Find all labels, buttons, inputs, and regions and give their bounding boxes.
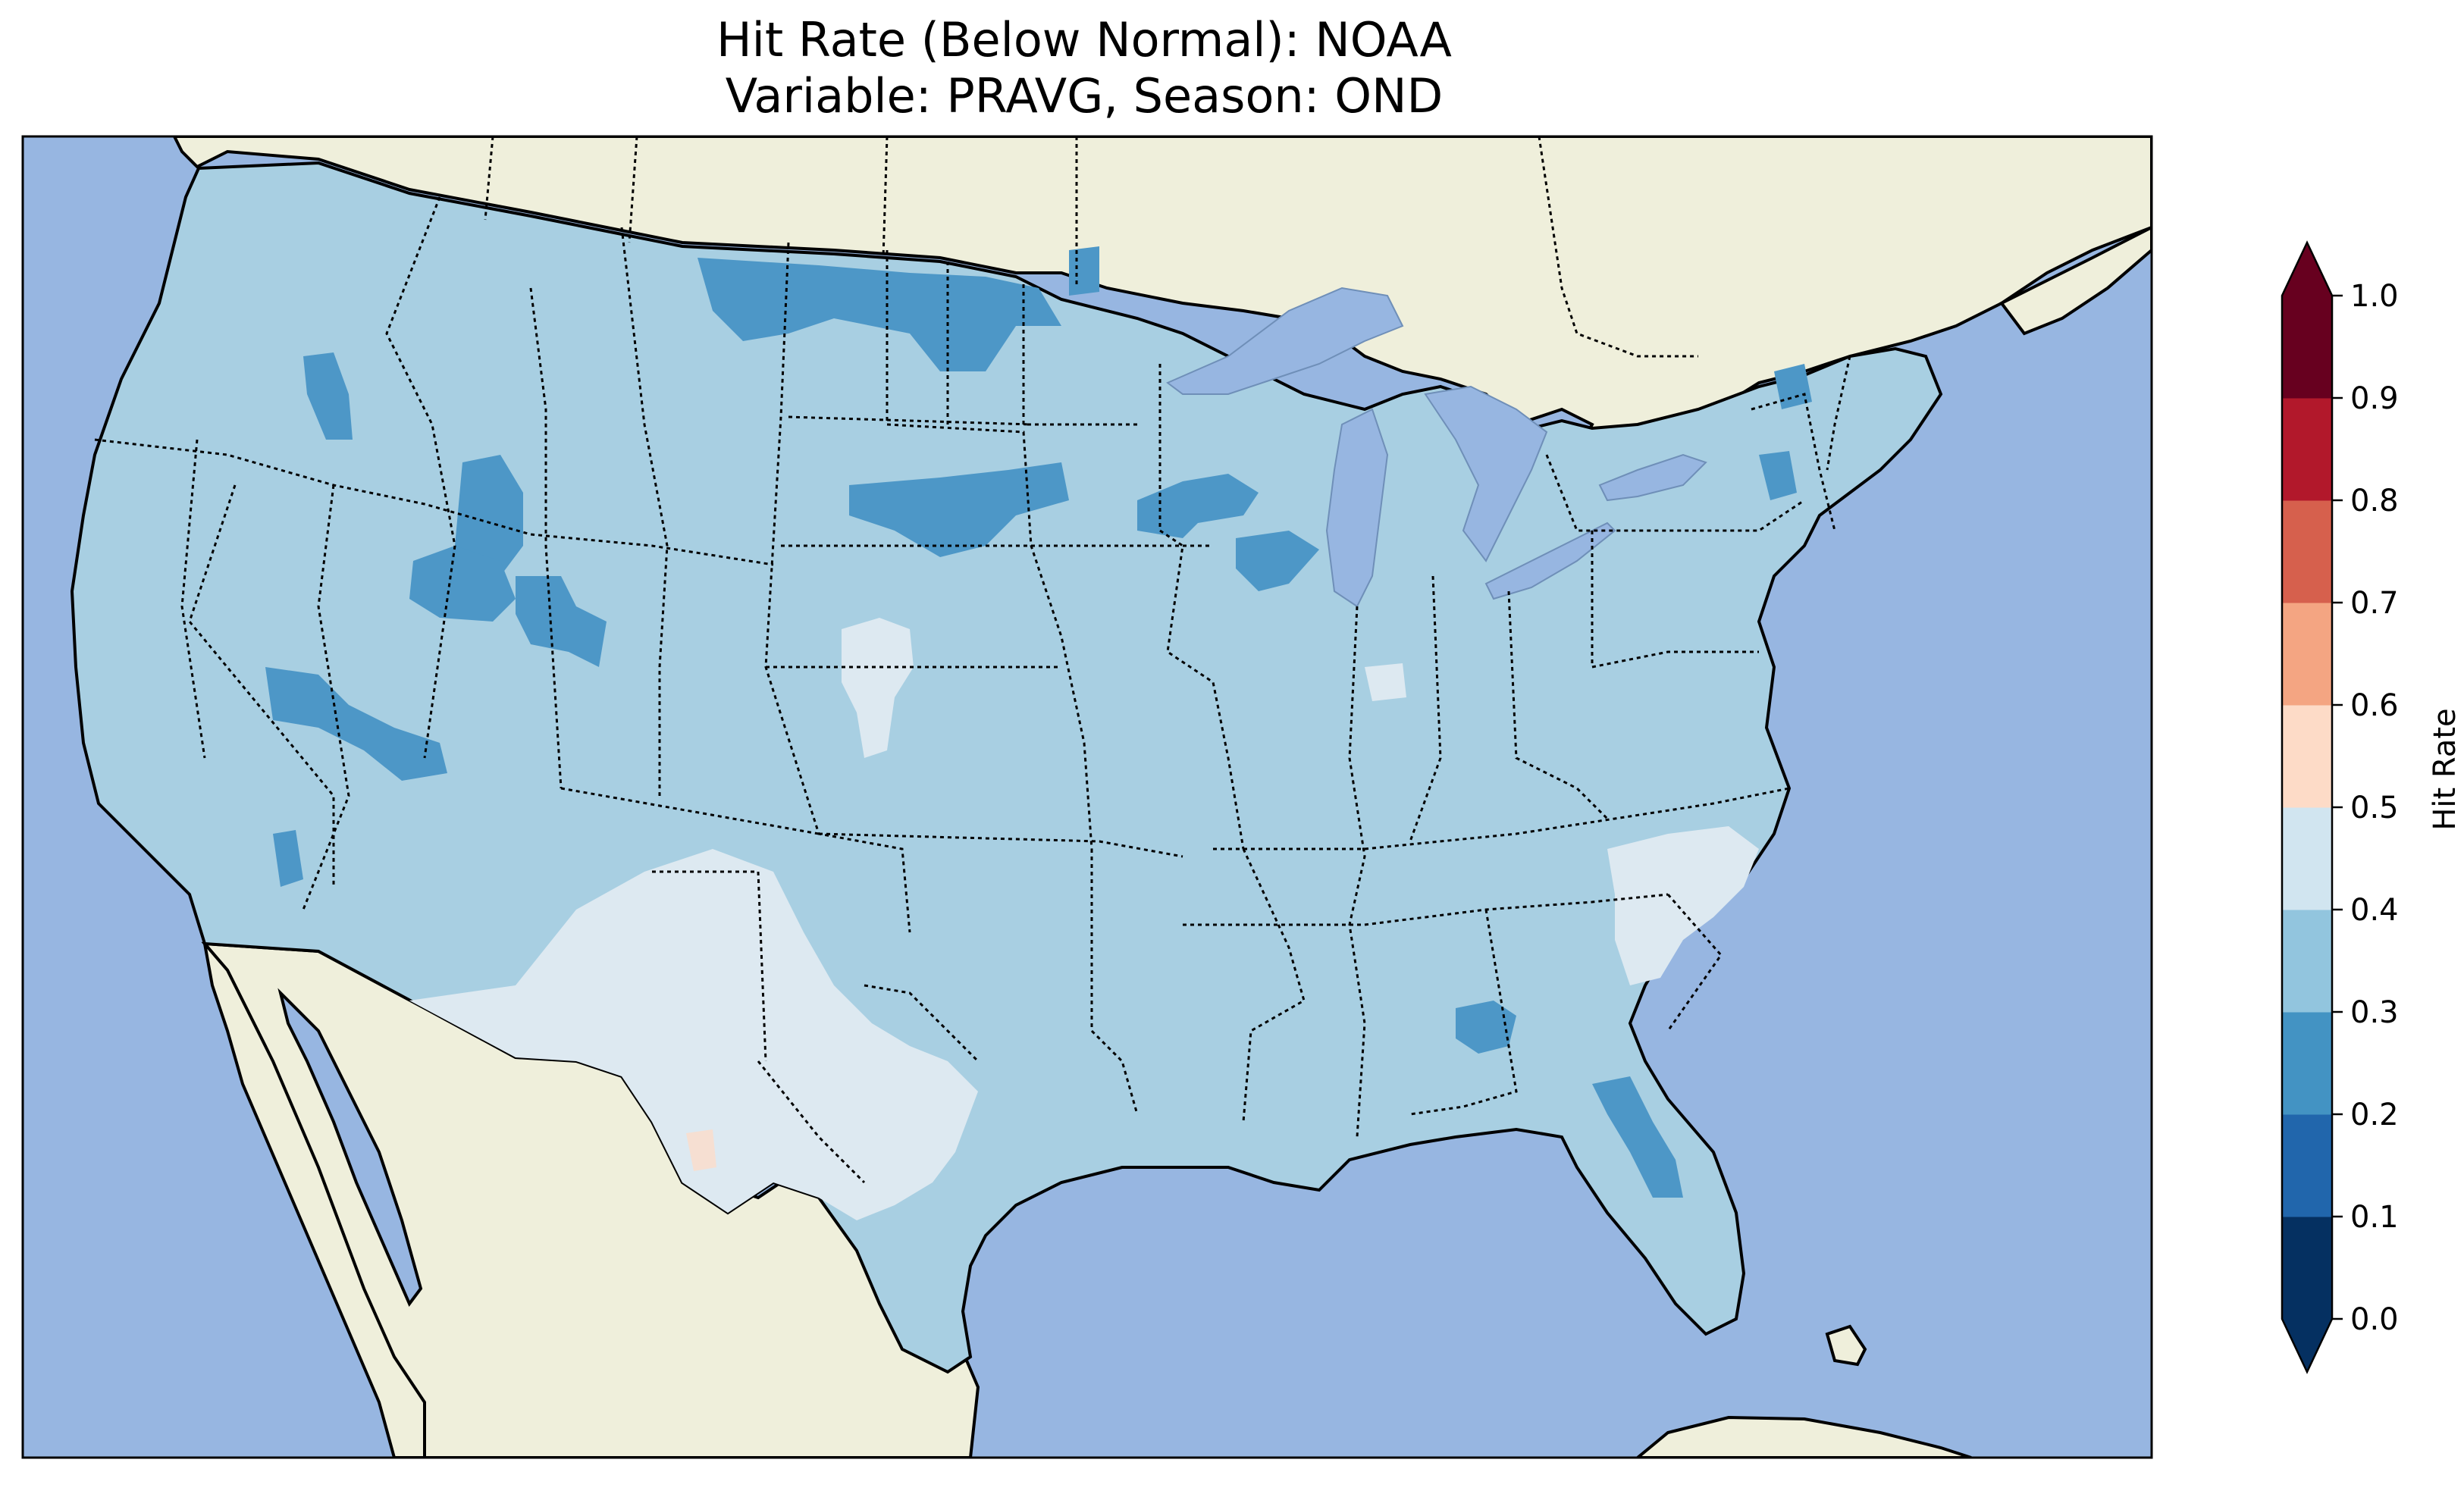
colorbar-bin [2282,398,2332,501]
colorbar-tick-label: 0.1 [2350,1200,2399,1235]
colorbar-tick-label: 1.0 [2350,279,2399,314]
colorbar-bin [2282,603,2332,706]
patch-vermont-dark [1774,364,1812,409]
patch-westtexas-peach [686,1129,716,1171]
colorbar-tick-label: 0.2 [2350,1098,2399,1132]
patch-florida-dark [1592,1076,1683,1198]
province-borders [484,136,1698,358]
patch-oregon-dark [303,352,353,440]
bahamas-island [1825,1324,1867,1367]
colorbar-bin [2282,1217,2332,1320]
chart-title-line-2: Variable: PRAVG, Season: OND [725,68,1444,124]
maritimes-land [1998,225,2152,336]
colorbar-tick-label: 0.0 [2350,1302,2399,1337]
patch-northnevada-dark [265,667,447,781]
patch-utah-dark [516,576,607,667]
patch-colorado-light [842,618,914,758]
patch-newyork-dark [1759,451,1797,500]
patch-minnesota-dark [1137,474,1259,538]
colorbar-tick-label: 0.7 [2350,586,2399,621]
colorbar-tick-label: 0.8 [2350,484,2399,518]
lake-huron [1424,385,1548,562]
lake-michigan [1325,408,1389,608]
colorbar-extend-max [2282,243,2332,296]
colorbar-tick-label: 0.9 [2350,381,2399,416]
patch-indiana-light [1365,663,1406,701]
patch-georgia-dark [1456,1001,1516,1054]
map-frame [21,135,2153,1459]
patch-wisconsin-dark [1236,531,1319,591]
colorbar-tick-label: 0.3 [2350,995,2399,1030]
baja-peninsula [202,938,426,1458]
colorbar-bin [2282,807,2332,910]
colorbar-bin [2282,705,2332,808]
lake-superior [1166,287,1404,395]
patch-southwest-light [409,849,978,1220]
lake-ontario [1598,453,1707,502]
colorbar-bin [2282,910,2332,1013]
colorbar-bin [2282,1114,2332,1217]
state-borders [94,196,1851,1184]
cuba-land [1635,1415,1972,1458]
colorbar-tick-label: 0.6 [2350,688,2399,723]
colorbar-label: Hit Rate [2428,708,2462,830]
colorbar-bin [2282,296,2332,399]
patch-california-dark [273,830,303,887]
chart-title-line-1: Hit Rate (Below Normal): NOAA [716,12,1452,67]
patch-southdakota-dark [849,462,1069,557]
colorbar-extend-min [2282,1319,2332,1372]
gulf-of-california [277,988,423,1307]
lake-erie [1484,521,1616,600]
colorbar-tick-label: 0.5 [2350,791,2399,825]
colorbar-bin [2282,1012,2332,1115]
patch-carolina-light [1607,826,1759,985]
colorbar-tick-label: 0.4 [2350,893,2399,928]
patch-nevada-dark [409,546,516,622]
colorbar-bin [2282,500,2332,603]
patch-montana-dark [698,258,1061,371]
